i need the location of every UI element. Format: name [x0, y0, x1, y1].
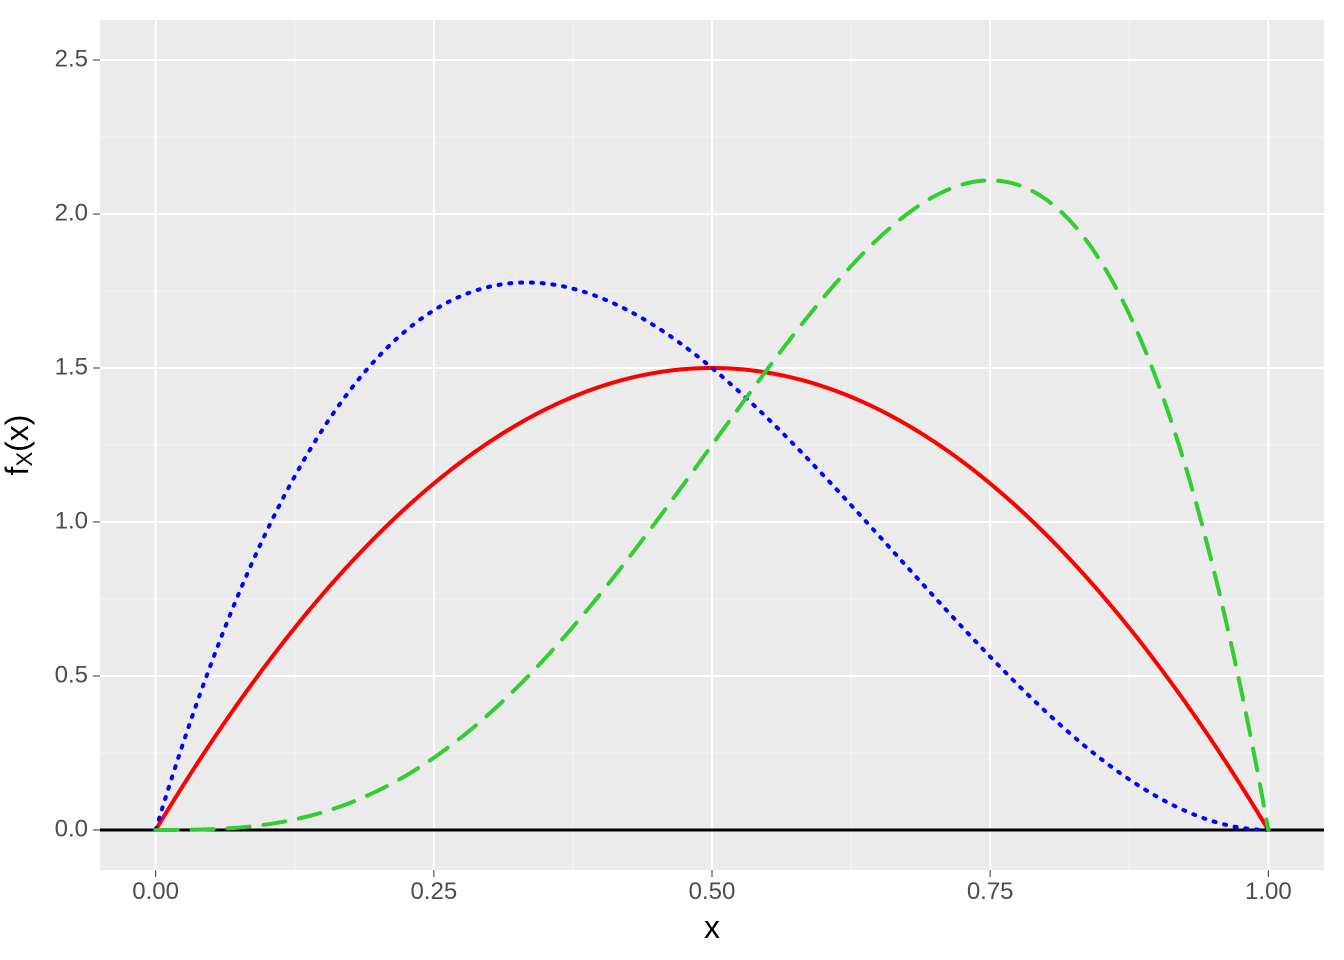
y-tick-label: 1.0 — [55, 507, 88, 534]
density-chart: 0.00 0.25 0.50 0.75 1.00 0.0 0.5 1.0 1.5 2.0 2.5 x f… — [0, 0, 1344, 960]
y-tick-label: 2.0 — [55, 199, 88, 226]
y-tick-label: 2.5 — [55, 45, 88, 72]
chart-container: 0.00 0.25 0.50 0.75 1.00 0.0 0.5 1.0 1.5 2.0 2.5 x f… — [0, 0, 1344, 960]
y-ticks: 0.0 0.5 1.0 1.5 2.0 2.5 — [55, 45, 100, 842]
x-ticks: 0.00 0.25 0.50 0.75 1.00 — [132, 870, 1291, 905]
x-tick-label: 0.00 — [132, 878, 179, 905]
x-axis-title: x — [704, 909, 720, 945]
y-tick-label: 0.0 — [55, 815, 88, 842]
y-tick-label: 0.5 — [55, 661, 88, 688]
y-axis-title: fX(x) — [0, 415, 37, 476]
y-tick-label: 1.5 — [55, 353, 88, 380]
x-tick-label: 0.75 — [967, 878, 1014, 905]
svg-text:fX(x): fX(x) — [0, 415, 37, 476]
x-tick-label: 1.00 — [1245, 878, 1292, 905]
x-tick-label: 0.25 — [410, 878, 457, 905]
x-tick-label: 0.50 — [689, 878, 736, 905]
